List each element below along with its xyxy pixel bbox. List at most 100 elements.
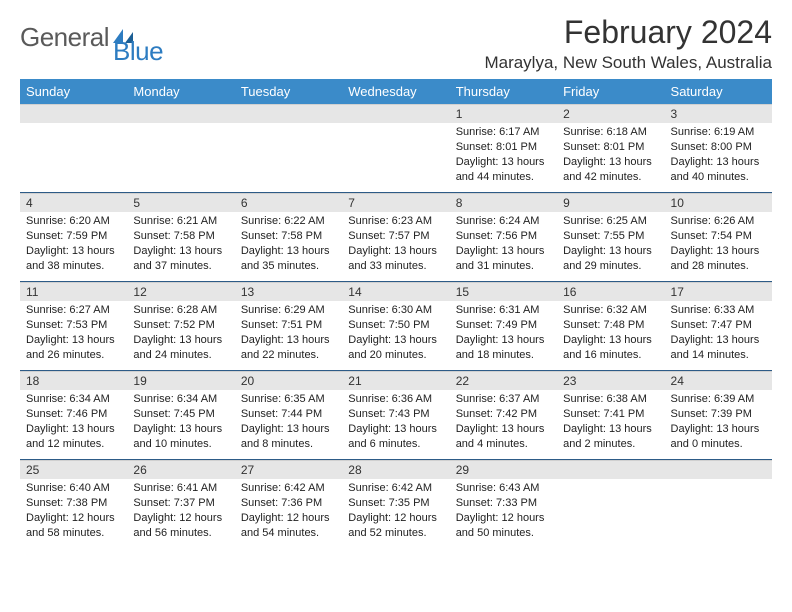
sunrise-text: Sunrise: 6:34 AM: [133, 392, 228, 407]
day-body: [127, 123, 234, 129]
day-body: Sunrise: 6:27 AMSunset: 7:53 PMDaylight:…: [20, 301, 127, 366]
sunset-text: Sunset: 8:01 PM: [563, 140, 658, 155]
location-text: Maraylya, New South Wales, Australia: [484, 53, 772, 73]
day-body: Sunrise: 6:29 AMSunset: 7:51 PMDaylight:…: [235, 301, 342, 366]
daylight-text: Daylight: 13 hours and 22 minutes.: [241, 333, 336, 363]
daylight-text: Daylight: 13 hours and 16 minutes.: [563, 333, 658, 363]
sunrise-text: Sunrise: 6:19 AM: [671, 125, 766, 140]
daylight-text: Daylight: 13 hours and 20 minutes.: [348, 333, 443, 363]
brand-part2: Blue: [113, 36, 163, 67]
calendar-day-cell: [665, 460, 772, 548]
sunrise-text: Sunrise: 6:18 AM: [563, 125, 658, 140]
calendar-week-row: 18Sunrise: 6:34 AMSunset: 7:46 PMDayligh…: [20, 371, 772, 459]
day-number: 29: [450, 460, 557, 479]
day-number: [127, 104, 234, 123]
day-number: 25: [20, 460, 127, 479]
sunrise-text: Sunrise: 6:41 AM: [133, 481, 228, 496]
day-body: Sunrise: 6:20 AMSunset: 7:59 PMDaylight:…: [20, 212, 127, 277]
daylight-text: Daylight: 12 hours and 50 minutes.: [456, 511, 551, 541]
calendar-day-cell: 6Sunrise: 6:22 AMSunset: 7:58 PMDaylight…: [235, 193, 342, 281]
daylight-text: Daylight: 13 hours and 8 minutes.: [241, 422, 336, 452]
day-number: [342, 104, 449, 123]
calendar-day-cell: 28Sunrise: 6:42 AMSunset: 7:35 PMDayligh…: [342, 460, 449, 548]
month-title: February 2024: [484, 14, 772, 51]
calendar-day-cell: 5Sunrise: 6:21 AMSunset: 7:58 PMDaylight…: [127, 193, 234, 281]
sunset-text: Sunset: 7:58 PM: [133, 229, 228, 244]
day-number: 11: [20, 282, 127, 301]
calendar-day-cell: 10Sunrise: 6:26 AMSunset: 7:54 PMDayligh…: [665, 193, 772, 281]
day-body: Sunrise: 6:26 AMSunset: 7:54 PMDaylight:…: [665, 212, 772, 277]
day-number: 9: [557, 193, 664, 212]
day-header: Wednesday: [342, 79, 449, 104]
calendar-day-cell: 11Sunrise: 6:27 AMSunset: 7:53 PMDayligh…: [20, 282, 127, 370]
day-number: 28: [342, 460, 449, 479]
sunset-text: Sunset: 7:39 PM: [671, 407, 766, 422]
day-number: 12: [127, 282, 234, 301]
sunset-text: Sunset: 7:37 PM: [133, 496, 228, 511]
brand-part1: General: [20, 22, 109, 53]
sunrise-text: Sunrise: 6:35 AM: [241, 392, 336, 407]
day-body: [342, 123, 449, 129]
sunrise-text: Sunrise: 6:40 AM: [26, 481, 121, 496]
daylight-text: Daylight: 13 hours and 4 minutes.: [456, 422, 551, 452]
sunrise-text: Sunrise: 6:28 AM: [133, 303, 228, 318]
sunset-text: Sunset: 7:41 PM: [563, 407, 658, 422]
calendar-week-row: 1Sunrise: 6:17 AMSunset: 8:01 PMDaylight…: [20, 104, 772, 192]
calendar-day-cell: 25Sunrise: 6:40 AMSunset: 7:38 PMDayligh…: [20, 460, 127, 548]
day-body: Sunrise: 6:31 AMSunset: 7:49 PMDaylight:…: [450, 301, 557, 366]
sunrise-text: Sunrise: 6:33 AM: [671, 303, 766, 318]
daylight-text: Daylight: 13 hours and 31 minutes.: [456, 244, 551, 274]
day-number: 10: [665, 193, 772, 212]
day-header: Tuesday: [235, 79, 342, 104]
day-number: [665, 460, 772, 479]
calendar-day-cell: 22Sunrise: 6:37 AMSunset: 7:42 PMDayligh…: [450, 371, 557, 459]
calendar-table: SundayMondayTuesdayWednesdayThursdayFrid…: [20, 79, 772, 548]
day-number: 26: [127, 460, 234, 479]
calendar-day-cell: 15Sunrise: 6:31 AMSunset: 7:49 PMDayligh…: [450, 282, 557, 370]
sunset-text: Sunset: 7:58 PM: [241, 229, 336, 244]
day-body: Sunrise: 6:36 AMSunset: 7:43 PMDaylight:…: [342, 390, 449, 455]
daylight-text: Daylight: 12 hours and 54 minutes.: [241, 511, 336, 541]
daylight-text: Daylight: 12 hours and 52 minutes.: [348, 511, 443, 541]
calendar-day-cell: 16Sunrise: 6:32 AMSunset: 7:48 PMDayligh…: [557, 282, 664, 370]
sunrise-text: Sunrise: 6:30 AM: [348, 303, 443, 318]
calendar-day-cell: 14Sunrise: 6:30 AMSunset: 7:50 PMDayligh…: [342, 282, 449, 370]
day-number: [557, 460, 664, 479]
calendar-day-cell: 29Sunrise: 6:43 AMSunset: 7:33 PMDayligh…: [450, 460, 557, 548]
day-body: Sunrise: 6:22 AMSunset: 7:58 PMDaylight:…: [235, 212, 342, 277]
day-body: Sunrise: 6:43 AMSunset: 7:33 PMDaylight:…: [450, 479, 557, 544]
sunset-text: Sunset: 7:43 PM: [348, 407, 443, 422]
sunset-text: Sunset: 7:53 PM: [26, 318, 121, 333]
daylight-text: Daylight: 13 hours and 14 minutes.: [671, 333, 766, 363]
day-number: 6: [235, 193, 342, 212]
day-body: Sunrise: 6:40 AMSunset: 7:38 PMDaylight:…: [20, 479, 127, 544]
calendar-day-cell: 23Sunrise: 6:38 AMSunset: 7:41 PMDayligh…: [557, 371, 664, 459]
sunset-text: Sunset: 7:52 PM: [133, 318, 228, 333]
daylight-text: Daylight: 12 hours and 58 minutes.: [26, 511, 121, 541]
day-body: Sunrise: 6:35 AMSunset: 7:44 PMDaylight:…: [235, 390, 342, 455]
sunrise-text: Sunrise: 6:31 AM: [456, 303, 551, 318]
day-number: 23: [557, 371, 664, 390]
daylight-text: Daylight: 12 hours and 56 minutes.: [133, 511, 228, 541]
calendar-week-row: 4Sunrise: 6:20 AMSunset: 7:59 PMDaylight…: [20, 193, 772, 281]
daylight-text: Daylight: 13 hours and 38 minutes.: [26, 244, 121, 274]
sunrise-text: Sunrise: 6:20 AM: [26, 214, 121, 229]
sunset-text: Sunset: 7:35 PM: [348, 496, 443, 511]
day-number: 14: [342, 282, 449, 301]
daylight-text: Daylight: 13 hours and 35 minutes.: [241, 244, 336, 274]
calendar-day-cell: 3Sunrise: 6:19 AMSunset: 8:00 PMDaylight…: [665, 104, 772, 192]
calendar-day-cell: [20, 104, 127, 192]
day-body: Sunrise: 6:21 AMSunset: 7:58 PMDaylight:…: [127, 212, 234, 277]
sunset-text: Sunset: 7:47 PM: [671, 318, 766, 333]
sunrise-text: Sunrise: 6:26 AM: [671, 214, 766, 229]
calendar-page: General Blue February 2024 Maraylya, New…: [0, 0, 792, 562]
sunrise-text: Sunrise: 6:23 AM: [348, 214, 443, 229]
day-number: 4: [20, 193, 127, 212]
day-number: 27: [235, 460, 342, 479]
sunrise-text: Sunrise: 6:25 AM: [563, 214, 658, 229]
sunset-text: Sunset: 7:48 PM: [563, 318, 658, 333]
sunrise-text: Sunrise: 6:36 AM: [348, 392, 443, 407]
day-number: 24: [665, 371, 772, 390]
day-number: 15: [450, 282, 557, 301]
sunrise-text: Sunrise: 6:38 AM: [563, 392, 658, 407]
